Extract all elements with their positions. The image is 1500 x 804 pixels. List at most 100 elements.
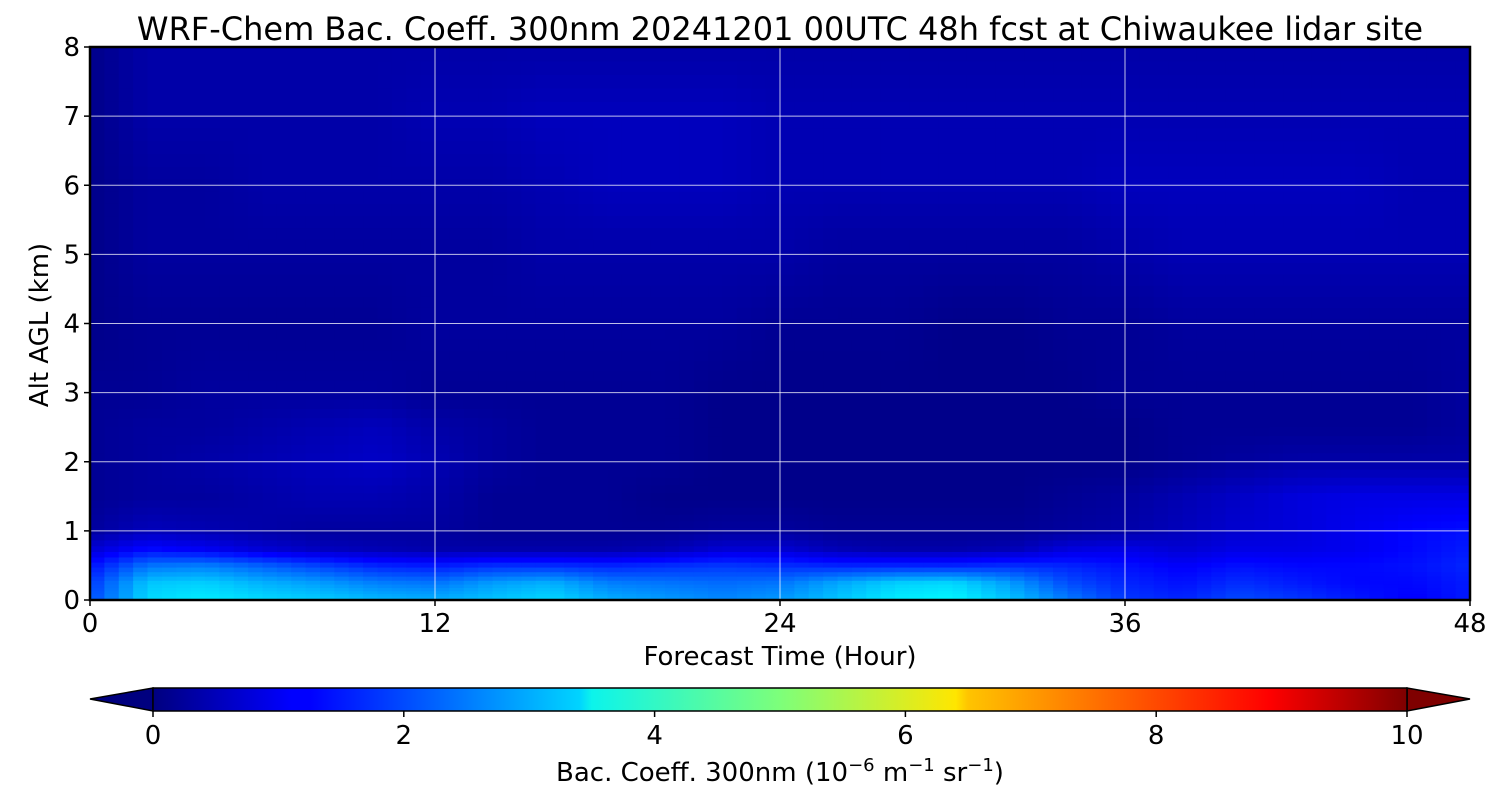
heatmap-cell: [693, 551, 709, 558]
heatmap-cell: [1139, 273, 1155, 286]
heatmap-cell: [995, 593, 1011, 597]
heatmap-cell: [895, 215, 910, 229]
heatmap-cell: [1125, 227, 1140, 240]
heatmap-cell: [564, 484, 580, 494]
heatmap-cell: [895, 408, 910, 419]
heatmap-cell: [334, 227, 350, 240]
heatmap-cell: [161, 349, 177, 361]
heatmap-cell: [1326, 469, 1342, 478]
heatmap-cell: [1139, 339, 1155, 351]
heatmap-cell: [305, 499, 321, 508]
heatmap-cell: [377, 435, 393, 445]
heatmap-cell: [1168, 444, 1184, 454]
heatmap-cell: [449, 215, 465, 229]
heatmap-cell: [1283, 595, 1299, 599]
heatmap-cell: [1426, 262, 1442, 275]
heatmap-cell: [1067, 227, 1083, 240]
heatmap-cell: [334, 408, 350, 419]
heatmap-cell: [1426, 285, 1442, 297]
heatmap-cell: [866, 239, 882, 252]
heatmap-cell: [765, 590, 781, 595]
heatmap-cell: [406, 444, 422, 454]
heatmap-cell: [535, 539, 551, 547]
heatmap-cell: [851, 444, 867, 454]
heatmap-cell: [420, 215, 436, 229]
heatmap-cell: [550, 492, 565, 501]
heatmap-cell: [391, 359, 407, 371]
heatmap-cell: [564, 551, 580, 558]
heatmap-cell: [823, 583, 839, 589]
heatmap-cell: [823, 590, 839, 595]
heatmap-cell: [1110, 203, 1126, 217]
heatmap-cell: [679, 426, 695, 437]
heatmap-cell: [161, 593, 177, 597]
heatmap-cell: [291, 551, 307, 558]
heatmap-cell: [478, 203, 494, 217]
heatmap-cell: [492, 566, 508, 573]
heatmap-cell: [550, 499, 565, 508]
heatmap-cell: [1096, 484, 1112, 494]
heatmap-cell: [190, 595, 206, 599]
heatmap-cell: [794, 576, 810, 581]
heatmap-cell: [1125, 285, 1140, 297]
heatmap-cell: [995, 339, 1011, 351]
heatmap-cell: [1426, 417, 1442, 428]
heatmap-cell: [176, 273, 192, 286]
heatmap-cell: [923, 452, 939, 462]
heatmap-cell: [1010, 215, 1025, 229]
heatmap-cell: [435, 359, 450, 371]
heatmap-cell: [1283, 359, 1299, 371]
heatmap-cell: [190, 285, 206, 297]
heatmap-cell: [1340, 417, 1356, 428]
heatmap-cell: [1412, 273, 1428, 286]
heatmap-cell: [1369, 562, 1385, 568]
heatmap-cell: [1010, 520, 1025, 528]
heatmap-cell: [880, 307, 896, 319]
heatmap-cell: [420, 576, 436, 581]
heatmap-cell: [981, 262, 997, 275]
heatmap-cell: [161, 551, 177, 558]
heatmap-cell: [1010, 580, 1025, 585]
heatmap-cell: [780, 296, 795, 308]
heatmap-cell: [1024, 426, 1040, 437]
heatmap-cell: [435, 339, 450, 351]
heatmap-cell: [823, 562, 839, 568]
heatmap-cell: [923, 417, 939, 428]
heatmap-cell: [1398, 389, 1414, 400]
heatmap-cell: [808, 389, 824, 400]
heatmap-cell: [334, 307, 350, 319]
heatmap-cell: [693, 507, 709, 515]
heatmap-cell: [1168, 452, 1184, 462]
heatmap-cell: [1240, 408, 1255, 419]
heatmap-cell: [578, 593, 594, 597]
heatmap-cell: [708, 590, 724, 595]
heatmap-cell: [1196, 369, 1212, 381]
heatmap-cell: [233, 576, 249, 581]
heatmap-cell: [391, 520, 407, 528]
heatmap-cell: [1182, 417, 1198, 428]
heatmap-cell: [1038, 539, 1054, 547]
heatmap-cell: [406, 593, 422, 597]
heatmap-cell: [1355, 452, 1370, 462]
heatmap-cell: [1311, 389, 1327, 400]
heatmap-cell: [607, 520, 623, 528]
heatmap-cell: [621, 444, 637, 454]
heatmap-cell: [736, 339, 752, 351]
heatmap-cell: [1096, 251, 1112, 264]
heatmap-cell: [1053, 520, 1069, 528]
heatmap-cell: [1340, 452, 1356, 462]
heatmap-cell: [1412, 566, 1428, 573]
heatmap-cell: [1311, 477, 1327, 486]
heatmap-cell: [1182, 477, 1198, 486]
heatmap-cell: [952, 328, 968, 340]
heatmap-cell: [679, 499, 695, 508]
heatmap-cell: [535, 492, 551, 501]
heatmap-cell: [1426, 452, 1442, 462]
heatmap-cell: [636, 379, 652, 391]
heatmap-cell: [1326, 273, 1342, 286]
heatmap-cell: [406, 379, 422, 391]
heatmap-cell: [923, 262, 939, 275]
heatmap-cell: [1096, 379, 1112, 391]
heatmap-cell: [722, 551, 738, 558]
heatmap-cell: [1254, 452, 1270, 462]
